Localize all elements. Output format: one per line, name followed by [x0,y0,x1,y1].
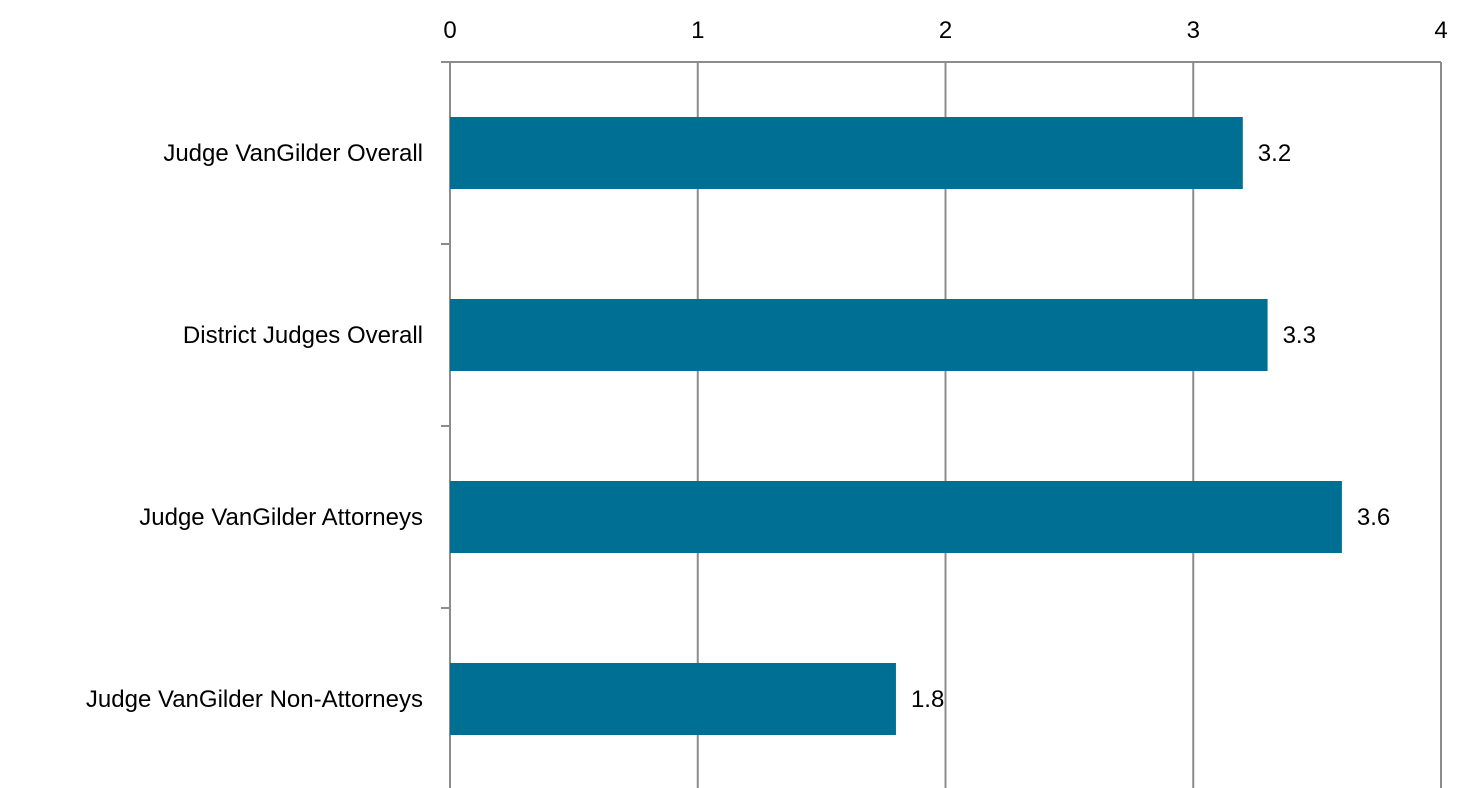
bar [450,117,1243,189]
category-label: Judge VanGilder Attorneys [139,504,423,531]
data-label: 1.8 [911,686,944,713]
category-label: Judge VanGilder Overall [163,140,423,167]
data-label: 3.2 [1258,140,1291,167]
category-label: Judge VanGilder Non-Attorneys [86,686,423,713]
bar [450,299,1268,371]
bars [450,117,1342,735]
category-label: District Judges Overall [183,322,423,349]
data-label: 3.6 [1357,504,1390,531]
x-tick-label: 0 [443,17,456,44]
labels: 0 1 2 3 4 Judge VanGilder Overall 3.2 District … [86,17,1448,713]
x-tick-label: 4 [1434,17,1447,44]
bar [450,663,896,735]
axes [441,61,1441,609]
data-label: 3.3 [1283,322,1316,349]
bar [450,481,1342,553]
x-tick-label: 2 [939,17,952,44]
x-tick-label: 1 [691,17,704,44]
x-tick-label: 3 [1187,17,1200,44]
